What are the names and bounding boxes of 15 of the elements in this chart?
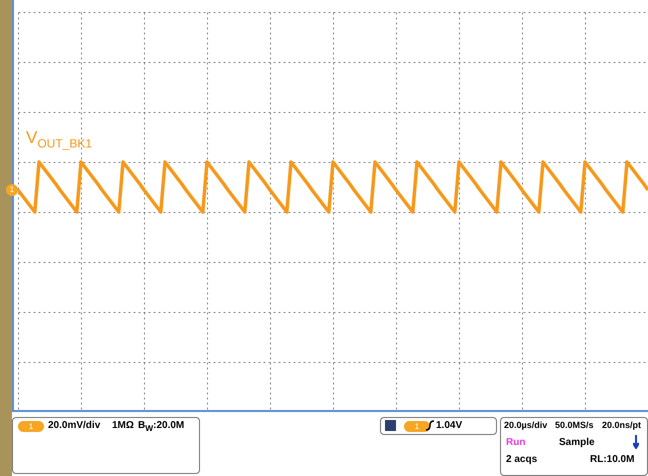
text: 1 xyxy=(18,421,44,432)
text: 2 acqs xyxy=(506,454,538,465)
series-label: V$_{OUT_BK1}$ xyxy=(26,128,92,150)
text: Sample xyxy=(559,437,595,448)
text: 20.0µs/div xyxy=(504,420,548,430)
text: 1 xyxy=(6,184,18,196)
text: 20.0mV/div xyxy=(48,420,100,431)
text: 20.0ns/pt xyxy=(602,420,642,430)
text: 1 xyxy=(404,421,430,432)
text: RL:10.0M xyxy=(590,454,634,465)
text: B$_{W}$:20.0M xyxy=(138,420,184,433)
text: 50.0MS/s xyxy=(555,420,594,430)
text: 1MΩ xyxy=(112,420,134,431)
text: 1.04V xyxy=(436,420,462,431)
text: Run xyxy=(506,437,526,448)
